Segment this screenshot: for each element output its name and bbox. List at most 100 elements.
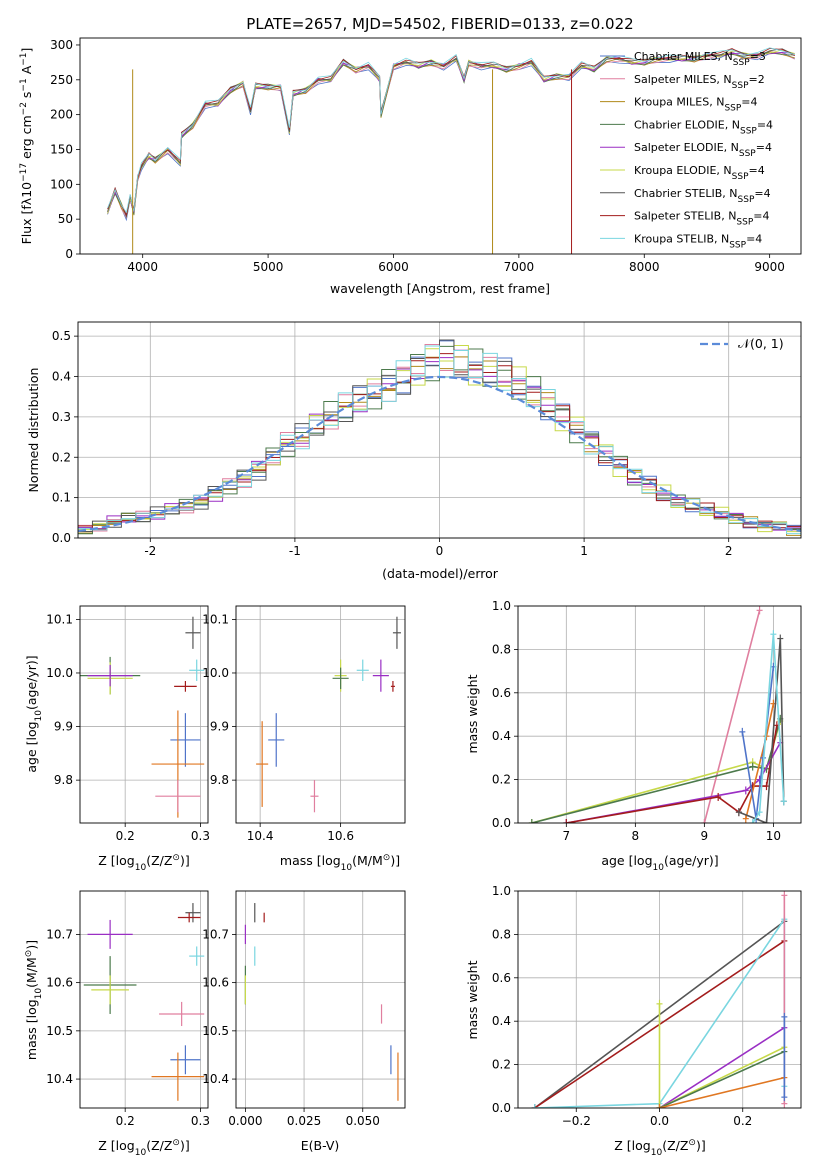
legend-entry: Salpeter MILES, NSSP=2 <box>634 73 765 91</box>
label-part: Kroupa MILES, N <box>634 96 724 109</box>
label-part: −1 <box>19 52 29 65</box>
y-tick-label: 9.8 <box>54 773 73 787</box>
label-part: 𝒩 <box>738 336 753 351</box>
y-tick-label: 0.0 <box>492 1101 511 1115</box>
label-part: ⊙ <box>383 853 391 863</box>
y-tick-label: 0.6 <box>492 686 511 700</box>
y-tick-label: 1.0 <box>492 599 511 613</box>
y-tick-label: 10.6 <box>46 976 73 990</box>
weight-line <box>659 1076 785 1108</box>
label-part: )] <box>24 940 39 950</box>
plot-area <box>78 339 801 538</box>
axes-frame <box>517 605 802 824</box>
y-tick-label: 0.2 <box>52 450 71 464</box>
label-part: ⊙ <box>172 1138 180 1148</box>
x-tick-label: 8000 <box>629 260 660 274</box>
label-part: =4 <box>746 232 762 245</box>
x-tick-label: 10 <box>766 829 781 843</box>
label-part: )] <box>696 1138 706 1153</box>
x-tick-label: 2 <box>725 544 733 558</box>
x-tick-label: 10.6 <box>327 829 354 843</box>
label-part: ⊙ <box>172 853 180 863</box>
plot-area <box>531 891 788 1108</box>
legend-entry: Kroupa STELIB, NSSP=4 <box>634 232 762 250</box>
spectrum-line <box>107 47 795 214</box>
label-part: =4 <box>756 141 772 154</box>
label-part: (Z/Z <box>662 1138 688 1153</box>
label-part: Kroupa STELIB, N <box>634 232 729 245</box>
x-tick-label: 9 <box>701 829 709 843</box>
label-part: Z [log <box>98 1138 134 1153</box>
x-tick-label: 10.4 <box>247 829 274 843</box>
panel-spectrum: 4000 5000 6000 7000 8000 9000 0 50 100 150 200 250 3… <box>19 37 802 296</box>
label-part: (age/yr)] <box>24 655 39 710</box>
label-part: SSP <box>736 218 753 228</box>
weight-line <box>566 725 778 823</box>
label-part: SSP <box>729 240 746 250</box>
y-tick-label: 200 <box>50 108 73 122</box>
x-axis-label: Z [log10(Z/Z⊙)] <box>98 1138 189 1158</box>
y-tick-label: 10.1 <box>202 612 229 626</box>
x-tick-label: 8 <box>632 829 640 843</box>
weight-line <box>752 634 785 823</box>
y-tick-label: 0.8 <box>492 642 511 656</box>
weight-line <box>738 638 785 823</box>
label-part: mass [log <box>24 999 39 1060</box>
y-tick-label: 10.4 <box>202 1072 229 1086</box>
x-axis-label: Z [log10(Z/Z⊙)] <box>98 853 189 873</box>
y-tick-label: 10.4 <box>46 1072 73 1086</box>
x-tick-label: 1 <box>580 544 588 558</box>
y-tick-label: 0.5 <box>52 329 71 343</box>
y-tick-label: 0 <box>65 247 73 261</box>
y-tick-label: 0.4 <box>492 729 511 743</box>
y-tick-label: 10.1 <box>46 612 73 626</box>
x-tick-label: 0.000 <box>228 1114 262 1128</box>
label-part: 10 <box>34 988 44 1000</box>
plot-area <box>256 616 401 813</box>
axes-frame <box>79 37 802 255</box>
y-tick-label: 300 <box>50 38 73 52</box>
label-part: =4 <box>754 187 770 200</box>
label-part: −17 <box>19 163 29 182</box>
y-tick-label: 0.6 <box>492 971 511 985</box>
label-part: Salpeter MILES, N <box>634 73 732 86</box>
label-part: ⊙ <box>24 950 34 958</box>
label-part: 10 <box>19 182 34 198</box>
label-part: ] <box>19 48 34 53</box>
x-axis-label: age [log10(age/yr)] <box>601 853 718 873</box>
label-part: s <box>19 92 34 103</box>
label-part: Z [log <box>614 1138 650 1153</box>
weight-line <box>659 1027 785 1108</box>
x-tick-label: 0 <box>436 544 444 558</box>
label-part: (0, 1) <box>750 336 784 351</box>
x-tick-label: 7000 <box>504 260 535 274</box>
x-tick-label: 0.2 <box>733 1114 752 1128</box>
label-part: age [log <box>601 853 652 868</box>
x-tick-label: 0.050 <box>346 1114 380 1128</box>
legend-entry: Salpeter STELIB, NSSP=4 <box>634 210 770 228</box>
axes-frame <box>79 890 209 1109</box>
x-tick-label: 6000 <box>378 260 409 274</box>
panel-ebv_mass: 0.000 0.025 0.050 10.4 10.5 10.6 10.7 E(B-V) <box>202 890 406 1153</box>
axes-frame <box>235 605 406 824</box>
legend-entry: Chabrier ELODIE, NSSP=4 <box>634 118 773 136</box>
label-part: SSP <box>732 172 749 182</box>
y-tick-label: 10.7 <box>202 927 229 941</box>
label-part: =4 <box>741 96 757 109</box>
label-part: SSP <box>724 104 741 114</box>
x-tick-label: -1 <box>289 544 301 558</box>
y-tick-label: 0.2 <box>492 1058 511 1072</box>
y-axis-label: Normed distribution <box>26 368 41 493</box>
label-part: )] <box>180 1138 190 1153</box>
label-part: Chabrier ELODIE, N <box>634 118 740 131</box>
weight-line <box>659 1050 785 1108</box>
label-part: SSP <box>732 81 749 91</box>
x-axis-label: E(B-V) <box>301 1138 340 1153</box>
label-part: SSP <box>739 149 756 159</box>
y-tick-label: 9.9 <box>210 720 229 734</box>
label-part: =4 <box>753 210 769 223</box>
y-tick-label: 0.1 <box>52 491 71 505</box>
legend-entry: Kroupa ELODIE, NSSP=4 <box>634 164 765 182</box>
label-part: Salpeter ELODIE, N <box>634 141 739 154</box>
